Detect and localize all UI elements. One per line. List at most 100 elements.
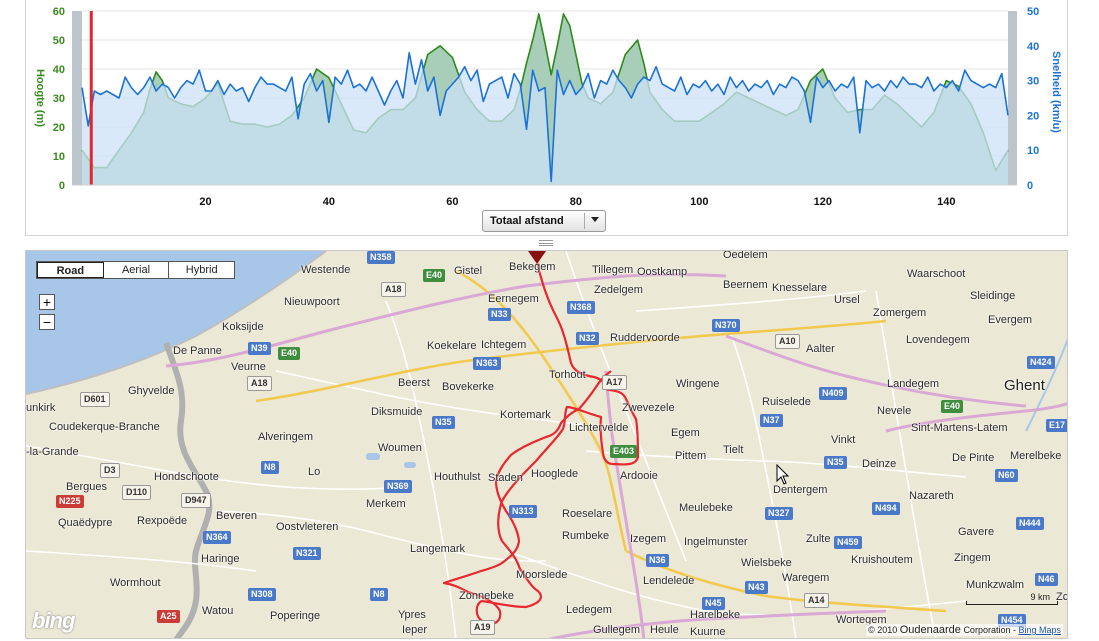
place-label: Kuurne bbox=[690, 626, 726, 638]
place-label: Ruddervoorde bbox=[610, 332, 680, 344]
y-left-tick-label: 10 bbox=[53, 151, 65, 163]
map-type-selector[interactable]: Road Aerial Hybrid bbox=[36, 261, 235, 279]
drag-handle-icon[interactable] bbox=[539, 240, 553, 246]
place-label: Deinze bbox=[862, 458, 897, 470]
copyright-overlay-place: Oudenaarde bbox=[899, 624, 961, 636]
place-label: Alveringem bbox=[258, 431, 314, 443]
place-label: Moorslede bbox=[516, 569, 568, 581]
road-shield: A18 bbox=[247, 376, 272, 391]
dropdown-separator bbox=[584, 213, 585, 229]
map-type-road-button[interactable]: Road bbox=[37, 262, 104, 278]
place-label: Landegem bbox=[887, 378, 939, 390]
place-label: Bekegem bbox=[509, 261, 556, 273]
x-tick-label: 20 bbox=[199, 196, 211, 208]
right-range-band bbox=[1008, 11, 1017, 185]
place-label: Izegem bbox=[630, 533, 667, 545]
place-label: Oedelem bbox=[723, 250, 768, 261]
map-type-aerial-button[interactable]: Aerial bbox=[104, 262, 170, 278]
y-right-tick-label: 30 bbox=[1027, 76, 1039, 88]
copyright-prefix: © 2010 bbox=[868, 625, 900, 635]
route-track[interactable] bbox=[442, 256, 640, 625]
place-label: Merkem bbox=[366, 498, 406, 510]
place-label: Heule bbox=[650, 624, 679, 636]
place-label: Wielsbeke bbox=[741, 557, 792, 569]
canal bbox=[1025, 338, 1067, 432]
place-label: Harelbeke bbox=[690, 609, 741, 621]
place-label: Coudekerque-Branche bbox=[49, 421, 160, 433]
road-shield: A14 bbox=[804, 593, 829, 608]
left-range-band bbox=[72, 11, 82, 185]
place-label: Westende bbox=[301, 264, 351, 276]
place-label: Knesselare bbox=[772, 282, 828, 294]
zoom-out-button[interactable]: − bbox=[39, 314, 55, 330]
place-label: Egem bbox=[671, 427, 700, 439]
road-shield: N368 bbox=[567, 301, 595, 314]
place-label: Lovendegem bbox=[906, 334, 970, 346]
place-label: Roeselare bbox=[562, 508, 613, 520]
y-right-tick-label: 20 bbox=[1027, 110, 1039, 122]
road-shield: N32 bbox=[576, 332, 599, 345]
place-label: Nevele bbox=[877, 405, 912, 417]
x-tick-label: 100 bbox=[690, 196, 708, 208]
place-label: Tielt bbox=[723, 444, 744, 456]
map-view[interactable]: Westende Gistel Bekegem Tillegem Oostkamp Oed… bbox=[25, 250, 1068, 639]
road-shield: N8 bbox=[370, 588, 388, 601]
road-shield: N321 bbox=[293, 547, 321, 560]
place-label: Ypres bbox=[398, 609, 426, 621]
place-label: Ingelmunster bbox=[684, 536, 748, 548]
road-shield: N459 bbox=[834, 536, 862, 549]
place-label: Ichtegem bbox=[481, 339, 527, 351]
road-shield: E40 bbox=[423, 269, 446, 282]
y-left-tick-label: 0 bbox=[59, 180, 65, 192]
road-shield: E403 bbox=[610, 445, 638, 458]
x-tick-label: 80 bbox=[570, 196, 582, 208]
place-label: Ghyvelde bbox=[128, 385, 175, 397]
road-shield: N444 bbox=[1016, 517, 1044, 530]
place-label: Nazareth bbox=[909, 490, 954, 502]
place-label: Vinkt bbox=[831, 434, 856, 446]
road-shield: A10 bbox=[775, 334, 800, 349]
place-label: Veurne bbox=[231, 361, 266, 373]
place-label: Sleidinge bbox=[970, 290, 1016, 302]
road-shield: N225 bbox=[56, 495, 84, 508]
place-label: Aalter bbox=[806, 343, 835, 355]
city-label: Ghent bbox=[1004, 377, 1045, 394]
road-shield: N39 bbox=[248, 342, 271, 355]
place-label: -la-Grande bbox=[26, 446, 79, 458]
road-shield: N358 bbox=[367, 251, 395, 264]
x-axis-dropdown[interactable]: Totaal afstand bbox=[482, 210, 606, 232]
place-label: Gullegem bbox=[593, 624, 641, 636]
map-canvas[interactable] bbox=[26, 251, 1068, 639]
place-label: Zc bbox=[1056, 591, 1068, 603]
road-shield: D601 bbox=[80, 392, 110, 407]
bing-maps-link[interactable]: Bing Maps bbox=[1018, 625, 1061, 635]
x-tick-label: 40 bbox=[323, 196, 335, 208]
road-shield: N35 bbox=[432, 416, 455, 429]
scale-distance: 9 km bbox=[1030, 592, 1050, 602]
place-label: De Panne bbox=[173, 345, 222, 357]
chevron-down-icon[interactable] bbox=[591, 217, 599, 222]
road-shield: N369 bbox=[384, 480, 412, 493]
place-label: Ursel bbox=[834, 294, 860, 306]
place-label: Evergem bbox=[988, 314, 1033, 326]
road-shield: A25 bbox=[157, 610, 180, 623]
speed-line bbox=[81, 52, 1009, 183]
lake bbox=[366, 453, 380, 460]
road-shield: N43 bbox=[745, 581, 768, 594]
place-label: Wortegem bbox=[836, 614, 887, 626]
route-start-marker-icon[interactable] bbox=[528, 251, 546, 264]
road-shield: D110 bbox=[122, 485, 152, 500]
road-shield: E17 bbox=[1046, 419, 1067, 432]
speed-area bbox=[82, 52, 1008, 185]
road-shield: N60 bbox=[995, 469, 1018, 482]
place-label: Kruishoutem bbox=[851, 554, 913, 566]
map-type-hybrid-button[interactable]: Hybrid bbox=[185, 264, 218, 276]
panel-splitter[interactable] bbox=[25, 236, 1068, 250]
place-label: Watou bbox=[202, 605, 234, 617]
road-shield: N8 bbox=[261, 461, 279, 474]
road-shield: D3 bbox=[100, 463, 120, 478]
place-label: Zwevezele bbox=[622, 402, 675, 414]
place-label: Rumbeke bbox=[562, 530, 610, 542]
place-label: Sint-Martens-Latem bbox=[911, 422, 1008, 434]
zoom-in-button[interactable]: + bbox=[39, 294, 55, 310]
